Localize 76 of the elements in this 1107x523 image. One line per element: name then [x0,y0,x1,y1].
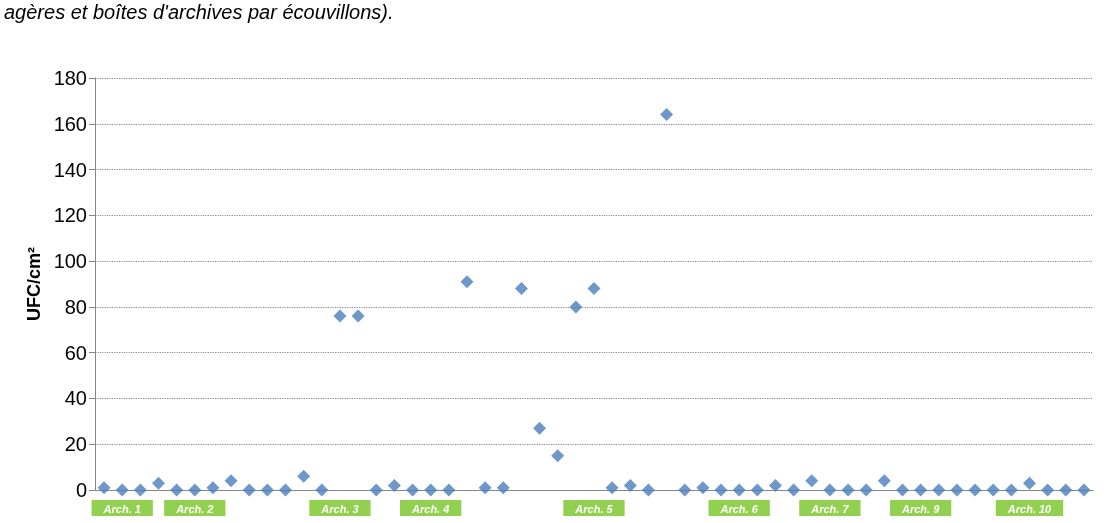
point [1059,483,1073,497]
x-tick-label: Arch. 10 [1006,502,1053,515]
point [569,300,583,314]
y-tick-label: 100 [53,250,87,273]
point [478,481,492,495]
point [1004,483,1018,497]
point [424,483,438,497]
y-tick-label: 60 [64,341,87,364]
point [1077,483,1091,497]
point [950,483,964,497]
point [787,483,801,497]
point [242,483,256,497]
point [660,108,674,122]
y-tick-label: 40 [64,387,87,410]
point [206,481,220,495]
point [750,483,764,497]
point [333,309,347,323]
point [986,483,1000,497]
point [641,483,655,497]
y-tick-label: 20 [64,433,87,456]
y-tick-label: 80 [64,295,87,318]
point [714,483,728,497]
point [551,449,565,463]
point [895,483,909,497]
point [460,275,474,289]
y-tick-label: 140 [53,158,87,181]
y-tick-label: 120 [53,204,87,227]
point [387,478,401,492]
x-tick-label: Arch. 6 [719,502,759,515]
point [1041,483,1055,497]
point [514,282,528,296]
point [152,476,166,490]
point [732,483,746,497]
point [877,474,891,488]
y-tick-label: 0 [75,479,87,501]
y-tick-label: 180 [53,67,87,89]
x-tick-label: Arch. 1 [102,502,141,515]
point [932,483,946,497]
x-tick-label: Arch. 2 [175,502,214,515]
point [533,421,547,435]
point [260,483,274,497]
point [823,483,837,497]
point [678,483,692,497]
y-tick-label: 160 [53,112,87,135]
point [768,478,782,492]
text: agères et boîtes d'archives par écouvillons). [4,0,394,24]
point [859,483,873,497]
point [1022,476,1036,490]
x-tick-label: Arch. 4 [411,502,450,515]
point [170,483,184,497]
point [297,469,311,483]
point [279,483,293,497]
x-tick-label: Arch. 3 [320,502,359,515]
x-tick-label: Arch. 9 [900,502,941,515]
point [115,483,129,497]
point [623,478,637,492]
point [587,282,601,296]
point [133,483,147,497]
point [841,483,855,497]
point [315,483,329,497]
x-tick-label: Arch. 5 [574,502,614,515]
y-axis-title: UFC/cm² [23,246,44,322]
point [968,483,982,497]
point [442,483,456,497]
point [496,481,510,495]
point [188,483,202,497]
point [351,309,365,323]
point [805,474,819,488]
point [224,474,238,488]
x-tick-label: Arch. 7 [810,502,850,515]
point [406,483,420,497]
point [97,481,111,495]
point [696,481,710,495]
point [605,481,619,495]
point [914,483,928,497]
point [369,483,383,497]
